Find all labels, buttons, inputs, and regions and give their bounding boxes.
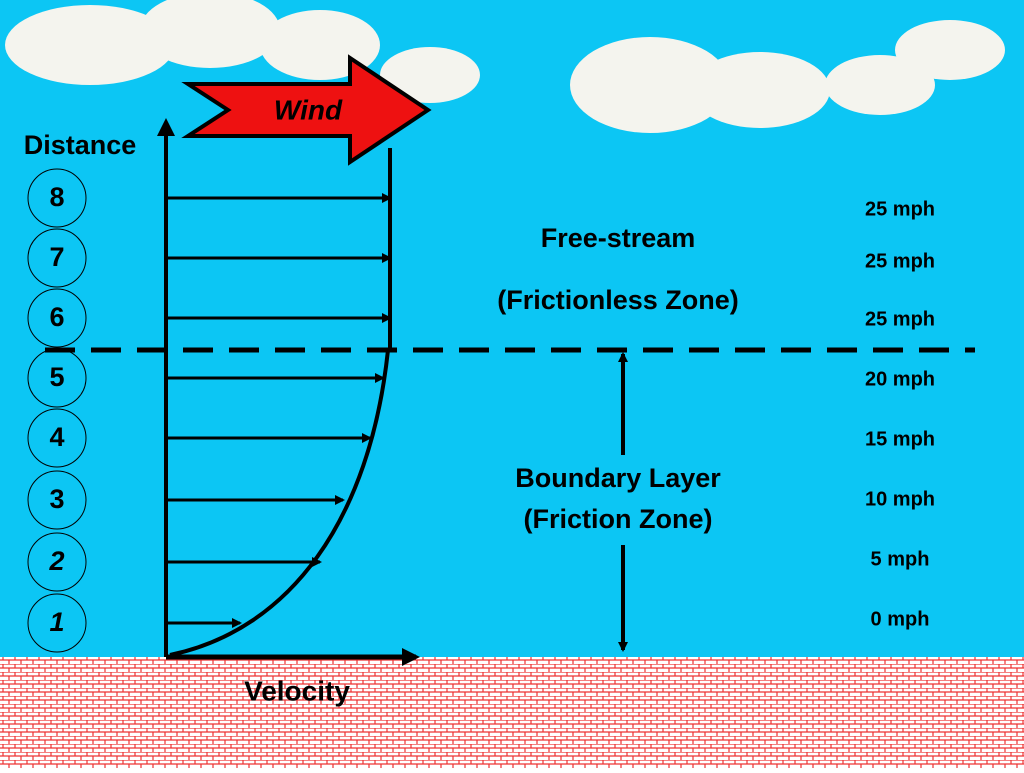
speed-label: 0 mph (871, 608, 930, 630)
level-number: 2 (48, 546, 64, 576)
boundary-profile (169, 349, 390, 657)
speed-label: 10 mph (865, 488, 935, 510)
level-number: 1 (49, 607, 64, 637)
level-circle (27, 168, 87, 228)
clouds (5, 0, 1005, 133)
speed-label: 5 mph (871, 548, 930, 570)
level-number: 4 (49, 422, 64, 452)
level-circle (27, 228, 87, 288)
zone-label: Free-stream (541, 223, 696, 253)
zone-label: (Friction Zone) (524, 504, 713, 534)
speed-label: 15 mph (865, 428, 935, 450)
wind-label: Wind (274, 94, 343, 125)
zone-label: Boundary Layer (515, 463, 721, 493)
level-number: 5 (49, 362, 64, 392)
level-number: 7 (49, 242, 64, 272)
speed-label: 20 mph (865, 368, 935, 390)
level-circle (27, 348, 87, 408)
speed-label: 25 mph (865, 250, 935, 272)
speed-label: 25 mph (865, 308, 935, 330)
speed-label: 25 mph (865, 198, 935, 220)
level-circle (27, 470, 87, 530)
wind-arrow (181, 54, 432, 166)
zone-label: (Frictionless Zone) (497, 285, 739, 315)
ground (0, 657, 1024, 768)
level-circle (27, 532, 87, 592)
level-circle (27, 408, 87, 468)
level-number: 8 (49, 182, 64, 212)
level-circle (27, 593, 87, 653)
distance-label: Distance (24, 130, 137, 160)
level-number: 3 (49, 484, 64, 514)
velocity-label: Velocity (244, 675, 350, 706)
level-circle (27, 288, 87, 348)
level-number: 6 (49, 302, 64, 332)
